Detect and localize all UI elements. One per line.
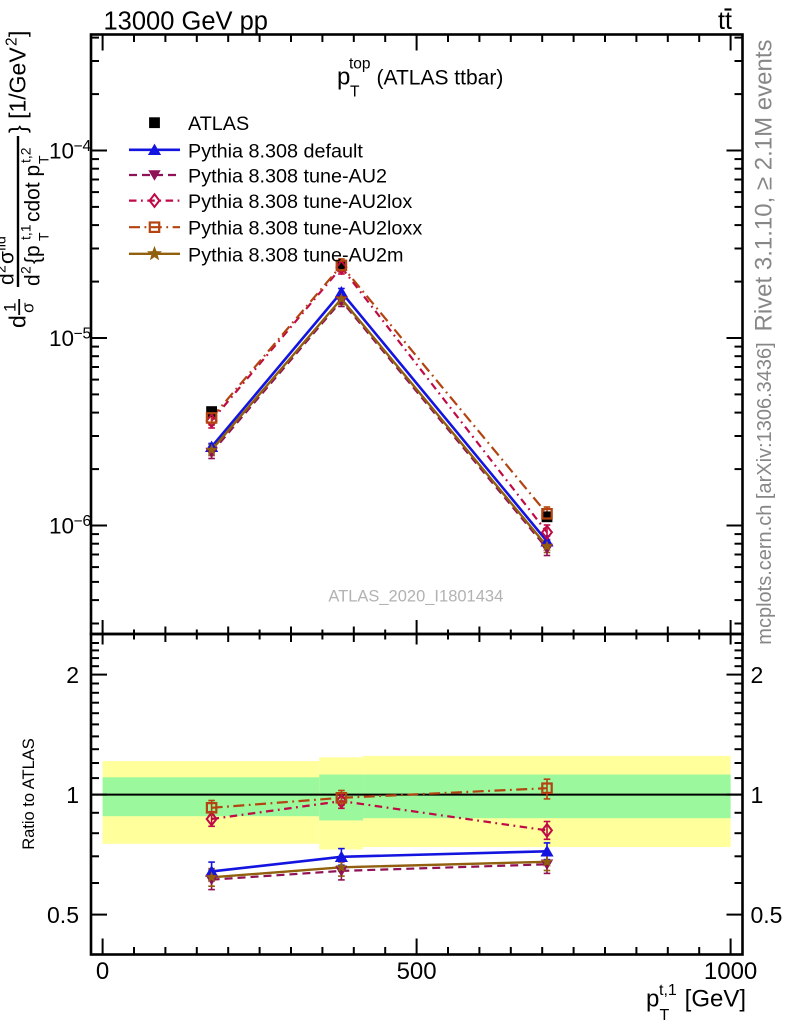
svg-text:1: 1 — [66, 782, 79, 808]
svg-text:p: p — [646, 986, 659, 1013]
svg-text:T: T — [36, 155, 52, 164]
svg-text:10: 10 — [49, 514, 74, 539]
svg-text:−4: −4 — [74, 138, 92, 155]
svg-text:Pythia 8.308 tune-AU2lox: Pythia 8.308 tune-AU2lox — [188, 191, 412, 213]
svg-text:} [1/GeV: } [1/GeV — [5, 47, 31, 133]
svg-text:t,1: t,1 — [659, 982, 677, 999]
svg-text:(ATLAS ttbar): (ATLAS ttbar) — [377, 67, 504, 90]
svg-text:ATLAS_2020_I1801434: ATLAS_2020_I1801434 — [328, 588, 503, 606]
svg-text:Pythia 8.308 default: Pythia 8.308 default — [188, 140, 363, 162]
svg-text:fid: fid — [0, 236, 9, 251]
svg-text:{p: {p — [22, 245, 45, 264]
svg-text:2: 2 — [66, 662, 79, 688]
svg-text:t,2: t,2 — [18, 147, 34, 163]
svg-text:T: T — [36, 232, 52, 241]
svg-text:0.5: 0.5 — [751, 902, 783, 928]
svg-text:2: 2 — [751, 662, 764, 688]
svg-text:σ: σ — [19, 302, 38, 313]
svg-text:T: T — [660, 1007, 670, 1024]
svg-text:[GeV]: [GeV] — [678, 986, 746, 1013]
svg-text:1000: 1000 — [704, 958, 757, 985]
svg-text:T: T — [350, 84, 360, 101]
svg-text:p: p — [337, 64, 350, 91]
svg-text:−5: −5 — [74, 326, 92, 343]
svg-text:Pythia 8.308 tune-AU2m: Pythia 8.308 tune-AU2m — [188, 244, 404, 266]
svg-text:top: top — [349, 56, 371, 73]
svg-text:cdot p: cdot p — [22, 165, 45, 222]
svg-text:d: d — [0, 273, 19, 285]
svg-text:−6: −6 — [74, 513, 92, 530]
svg-text:500: 500 — [397, 958, 437, 985]
svg-text:Pythia 8.308 tune-AU2: Pythia 8.308 tune-AU2 — [188, 166, 387, 188]
svg-text:1: 1 — [1, 303, 20, 312]
svg-text:1: 1 — [751, 782, 764, 808]
svg-text:σ: σ — [0, 251, 19, 264]
svg-text:Pythia 8.308 tune-AU2loxx: Pythia 8.308 tune-AU2loxx — [188, 218, 422, 240]
svg-text:13000 GeV pp: 13000 GeV pp — [104, 8, 268, 36]
svg-text:0: 0 — [96, 958, 109, 985]
svg-text:d: d — [5, 315, 31, 328]
svg-text:2: 2 — [0, 265, 9, 273]
svg-text:Ratio to ATLAS: Ratio to ATLAS — [20, 738, 38, 850]
svg-text:t,1: t,1 — [18, 224, 34, 240]
svg-text:0.5: 0.5 — [47, 902, 79, 928]
svg-text:tt: tt — [718, 7, 732, 35]
svg-text:10: 10 — [49, 326, 74, 351]
svg-text:2: 2 — [18, 266, 34, 274]
svg-text:d: d — [22, 274, 45, 286]
svg-text:10: 10 — [49, 139, 74, 164]
svg-text:]: ] — [5, 31, 31, 37]
svg-text:Rivet 3.1.10, ≥ 2.1M events: Rivet 3.1.10, ≥ 2.1M events — [751, 40, 778, 332]
svg-text:ATLAS: ATLAS — [188, 113, 249, 135]
svg-text:2: 2 — [4, 37, 21, 46]
svg-text:mcplots.cern.ch [arXiv:1306.34: mcplots.cern.ch [arXiv:1306.3436] — [754, 342, 776, 644]
